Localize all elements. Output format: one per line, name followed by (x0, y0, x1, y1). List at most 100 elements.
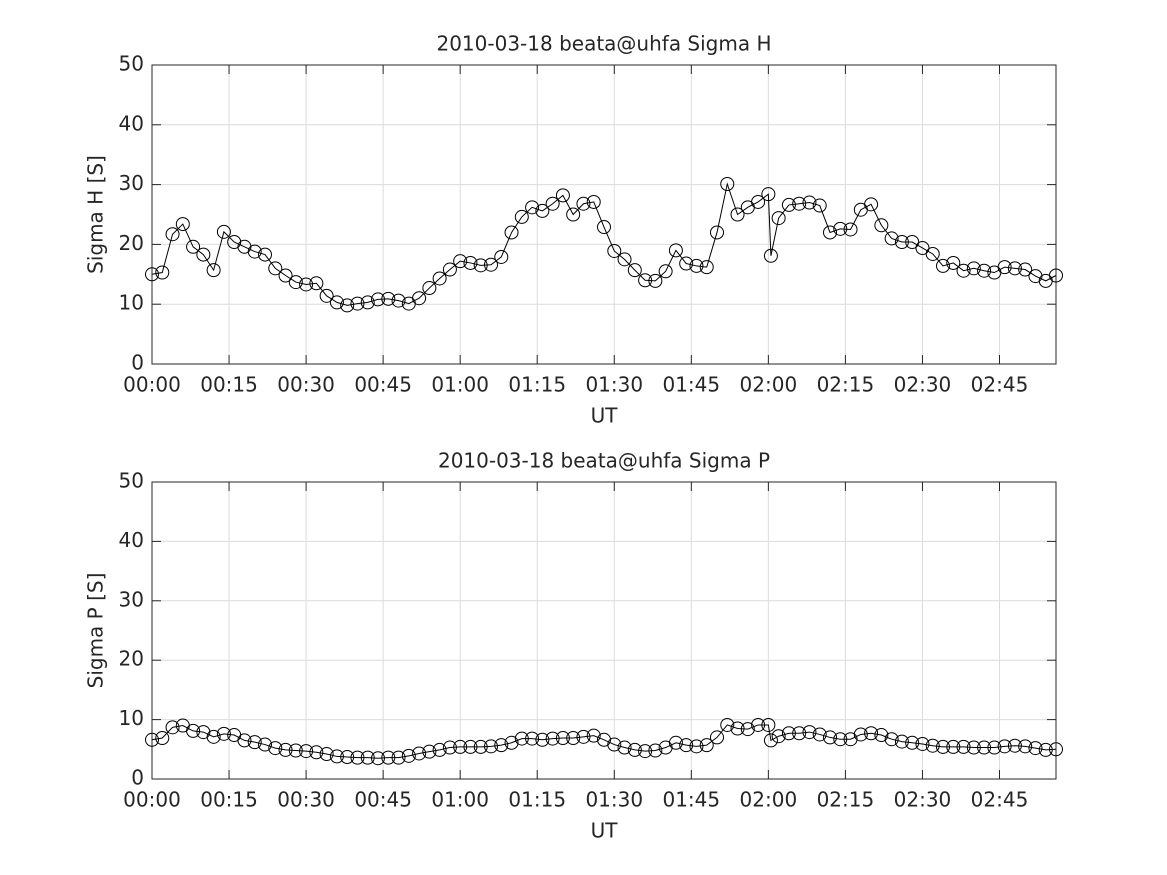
data-point (494, 249, 509, 264)
data-point (494, 738, 509, 753)
x-tick-label: 02:15 (817, 373, 875, 397)
data-point (812, 727, 827, 742)
data-point (730, 721, 745, 736)
data-point (843, 222, 858, 237)
data-point (381, 750, 396, 765)
data-point (545, 731, 560, 746)
x-tick-label: 02:30 (894, 788, 952, 812)
x-tick-label: 01:00 (431, 788, 489, 812)
data-point (730, 207, 745, 222)
y-tick-label: 50 (119, 469, 144, 493)
data-point (751, 717, 766, 732)
data-point (340, 750, 355, 765)
x-axis-label: UT (591, 819, 619, 843)
data-point (340, 298, 355, 313)
x-tick-label: 02:30 (894, 373, 952, 397)
data-point (946, 255, 961, 270)
y-tick-label: 10 (119, 291, 144, 315)
plot-area (152, 482, 1056, 779)
data-point (484, 257, 498, 272)
data-point (391, 293, 406, 308)
data-point (1028, 741, 1043, 756)
data-point (555, 731, 570, 746)
data-point (442, 262, 457, 277)
data-point (206, 263, 221, 278)
data-point (668, 735, 683, 750)
data-point (812, 198, 827, 213)
x-tick-label: 00:45 (354, 373, 412, 397)
data-point (894, 734, 909, 749)
y-tick-label: 50 (119, 52, 144, 76)
x-tick-label: 00:15 (200, 373, 258, 397)
data-point (576, 729, 591, 744)
data-point (853, 727, 868, 742)
data-point (165, 227, 180, 242)
x-axis-label: UT (591, 404, 619, 428)
data-point (268, 741, 283, 756)
x-tick-label: 02:15 (817, 788, 875, 812)
data-point (710, 730, 724, 745)
data-point (319, 747, 334, 762)
data-point (412, 291, 427, 306)
data-point (155, 265, 170, 280)
data-point (1049, 268, 1063, 283)
y-axis-label: Sigma P [S] (84, 573, 108, 689)
data-point (186, 723, 201, 738)
data-point (432, 742, 447, 757)
data-point (576, 196, 591, 211)
data-point (894, 235, 909, 250)
data-point (473, 739, 488, 754)
data-point (165, 720, 180, 735)
data-point (237, 733, 252, 748)
data-point (997, 739, 1012, 754)
data-point (607, 737, 622, 752)
data-point (781, 726, 796, 741)
data-point (956, 739, 971, 754)
data-point (668, 243, 683, 258)
data-point (627, 742, 642, 757)
data-point (216, 726, 231, 741)
y-tick-label: 30 (119, 587, 144, 611)
data-point (381, 291, 396, 306)
data-point (977, 740, 992, 755)
data-point (216, 224, 231, 239)
data-point (966, 740, 981, 755)
data-point (247, 735, 262, 750)
data-point (484, 739, 498, 754)
data-point (763, 248, 778, 263)
data-point (453, 739, 468, 754)
x-tick-label: 01:00 (431, 373, 489, 397)
data-point (689, 739, 704, 754)
data-point (761, 717, 776, 732)
data-point (884, 231, 899, 246)
x-tick-label: 01:15 (508, 373, 566, 397)
x-tick-label: 00:30 (277, 373, 335, 397)
data-point (823, 730, 837, 745)
data-point (350, 296, 365, 311)
data-point (442, 740, 457, 755)
data-point (648, 743, 663, 758)
data-point (401, 748, 416, 763)
data-point (206, 729, 221, 744)
data-point (740, 722, 755, 737)
data-point (763, 733, 778, 748)
data-point (627, 263, 642, 278)
x-tick-label: 02:45 (971, 373, 1029, 397)
data-point (268, 261, 283, 276)
x-tick-label: 02:00 (740, 788, 798, 812)
data-point (278, 742, 293, 757)
data-point (925, 738, 940, 753)
x-tick-label: 00:45 (354, 788, 412, 812)
data-point (329, 749, 344, 764)
data-point (288, 275, 303, 290)
data-point (514, 731, 529, 746)
data-point (566, 207, 581, 222)
data-point (155, 731, 170, 746)
data-point (658, 264, 673, 279)
y-tick-label: 0 (131, 351, 144, 375)
data-point (463, 739, 478, 754)
data-point (145, 267, 159, 282)
data-line (151, 724, 1057, 759)
data-point (504, 225, 519, 240)
data-point (186, 239, 201, 254)
